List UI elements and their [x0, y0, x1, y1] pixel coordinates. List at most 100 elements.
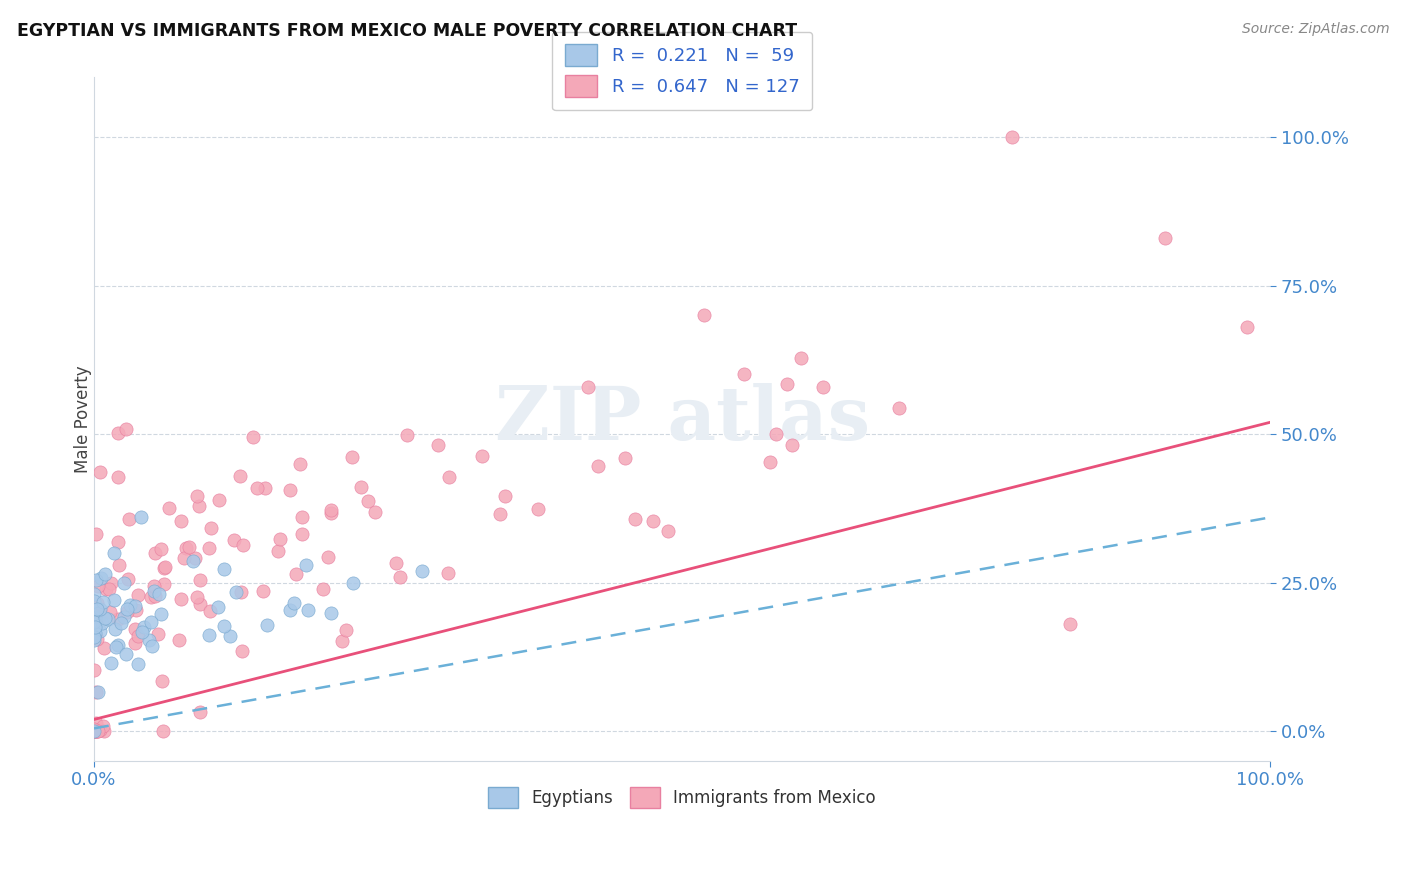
Point	[83, 724, 105, 739]
Point	[84, 724, 107, 739]
Point	[321, 506, 343, 520]
Point	[198, 541, 221, 555]
Point	[83, 723, 105, 738]
Point	[110, 616, 132, 631]
Point	[657, 524, 679, 538]
Point	[97, 612, 120, 626]
Point	[155, 560, 177, 574]
Point	[143, 579, 166, 593]
Point	[90, 571, 112, 585]
Point	[104, 622, 127, 636]
Point	[288, 457, 311, 471]
Point	[97, 582, 120, 597]
Point	[294, 558, 316, 572]
Point	[321, 503, 343, 517]
Point	[212, 562, 235, 576]
Point	[188, 705, 211, 719]
Point	[153, 576, 176, 591]
Point	[150, 541, 173, 556]
Point	[208, 492, 231, 507]
Point	[1236, 320, 1258, 334]
Point	[157, 500, 180, 515]
Point	[86, 724, 108, 739]
Point	[91, 595, 114, 609]
Point	[107, 638, 129, 652]
Point	[86, 632, 108, 647]
Point	[103, 546, 125, 560]
Point	[94, 582, 117, 596]
Point	[218, 629, 240, 643]
Point	[107, 558, 129, 572]
Point	[129, 510, 152, 524]
Point	[87, 685, 110, 699]
Point	[89, 723, 111, 738]
Point	[107, 425, 129, 440]
Point	[153, 560, 176, 574]
Point	[363, 505, 385, 519]
Point	[142, 583, 165, 598]
Point	[83, 610, 105, 624]
Point	[349, 480, 371, 494]
Point	[84, 724, 107, 739]
Point	[395, 428, 418, 442]
Point	[173, 550, 195, 565]
Point	[242, 429, 264, 443]
Point	[87, 724, 110, 739]
Point	[224, 533, 246, 548]
Point	[889, 401, 911, 415]
Point	[190, 597, 212, 611]
Point	[134, 620, 156, 634]
Point	[1000, 129, 1022, 144]
Point	[170, 591, 193, 606]
Point	[148, 587, 170, 601]
Point	[115, 601, 138, 615]
Point	[86, 579, 108, 593]
Point	[100, 605, 122, 619]
Point	[93, 640, 115, 655]
Point	[84, 715, 107, 730]
Point	[790, 351, 813, 366]
Point	[256, 617, 278, 632]
Point	[84, 620, 107, 634]
Point	[83, 587, 105, 601]
Point	[758, 454, 780, 468]
Point	[112, 575, 135, 590]
Point	[86, 602, 108, 616]
Point	[311, 582, 333, 596]
Point	[125, 603, 148, 617]
Y-axis label: Male Poverty: Male Poverty	[75, 366, 91, 473]
Point	[188, 499, 211, 513]
Point	[146, 626, 169, 640]
Point	[186, 591, 208, 605]
Text: Source: ZipAtlas.com: Source: ZipAtlas.com	[1241, 22, 1389, 37]
Point	[105, 640, 128, 655]
Point	[283, 596, 305, 610]
Point	[139, 590, 162, 604]
Text: ZIP atlas: ZIP atlas	[495, 383, 870, 456]
Point	[107, 470, 129, 484]
Point	[112, 610, 135, 624]
Point	[124, 622, 146, 636]
Point	[118, 512, 141, 526]
Point	[89, 624, 111, 639]
Point	[357, 493, 380, 508]
Point	[586, 459, 609, 474]
Point	[94, 567, 117, 582]
Point	[145, 546, 167, 560]
Point	[389, 570, 412, 584]
Point	[291, 527, 314, 541]
Point	[84, 724, 107, 739]
Point	[86, 597, 108, 611]
Point	[83, 615, 105, 629]
Point	[471, 450, 494, 464]
Point	[177, 540, 200, 554]
Point	[83, 663, 105, 677]
Point	[267, 543, 290, 558]
Point	[124, 599, 146, 614]
Point	[83, 722, 105, 736]
Point	[89, 606, 111, 620]
Point	[174, 541, 197, 555]
Point	[83, 723, 105, 738]
Point	[83, 630, 105, 644]
Point	[527, 502, 550, 516]
